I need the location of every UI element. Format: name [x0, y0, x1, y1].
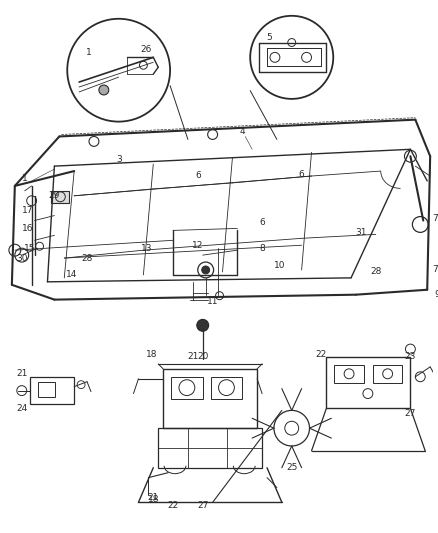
Text: 21: 21	[16, 369, 28, 378]
Bar	[211, 377, 242, 399]
Text: 28: 28	[370, 268, 381, 277]
Bar	[30, 377, 74, 405]
Text: 21: 21	[148, 493, 159, 502]
Text: 18: 18	[148, 495, 159, 504]
Text: 27: 27	[197, 501, 208, 510]
Bar	[158, 428, 262, 468]
Bar	[38, 382, 55, 397]
Text: 15: 15	[24, 244, 35, 253]
Circle shape	[202, 266, 210, 274]
Text: 10: 10	[274, 261, 286, 270]
Text: 30: 30	[16, 254, 28, 263]
Text: 16: 16	[22, 224, 33, 233]
Text: 6: 6	[195, 171, 201, 180]
Text: 11: 11	[207, 297, 219, 306]
Text: 25: 25	[286, 463, 297, 472]
Text: 22: 22	[316, 350, 327, 359]
Text: 20: 20	[197, 352, 208, 361]
Bar	[51, 191, 69, 203]
Bar	[373, 365, 403, 383]
Text: 6: 6	[259, 218, 265, 227]
Text: 8: 8	[259, 244, 265, 253]
Bar	[171, 377, 203, 399]
Text: 21: 21	[187, 352, 198, 361]
Bar	[326, 357, 410, 408]
Text: 29: 29	[49, 191, 60, 200]
Text: 9: 9	[434, 290, 438, 299]
Text: 27: 27	[405, 409, 416, 418]
Text: 24: 24	[16, 404, 28, 413]
Text: 23: 23	[405, 352, 416, 361]
Text: 18: 18	[145, 350, 157, 359]
Text: 26: 26	[141, 45, 152, 54]
Text: 7: 7	[432, 214, 438, 223]
Bar	[163, 369, 257, 428]
Text: 1: 1	[22, 174, 28, 183]
Text: 12: 12	[192, 241, 204, 250]
Text: 13: 13	[141, 244, 152, 253]
Text: 7: 7	[432, 265, 438, 274]
Text: 28: 28	[81, 254, 93, 263]
Circle shape	[197, 319, 208, 332]
Text: 22: 22	[167, 501, 179, 510]
Text: 6: 6	[299, 169, 304, 179]
Bar	[334, 365, 364, 383]
Text: 4: 4	[240, 127, 245, 136]
Text: 3: 3	[116, 155, 121, 164]
Text: 31: 31	[355, 228, 367, 237]
Text: 5: 5	[266, 33, 272, 42]
Text: 1: 1	[86, 48, 92, 57]
Text: 17: 17	[22, 206, 33, 215]
Text: 14: 14	[66, 270, 77, 279]
Circle shape	[99, 85, 109, 95]
